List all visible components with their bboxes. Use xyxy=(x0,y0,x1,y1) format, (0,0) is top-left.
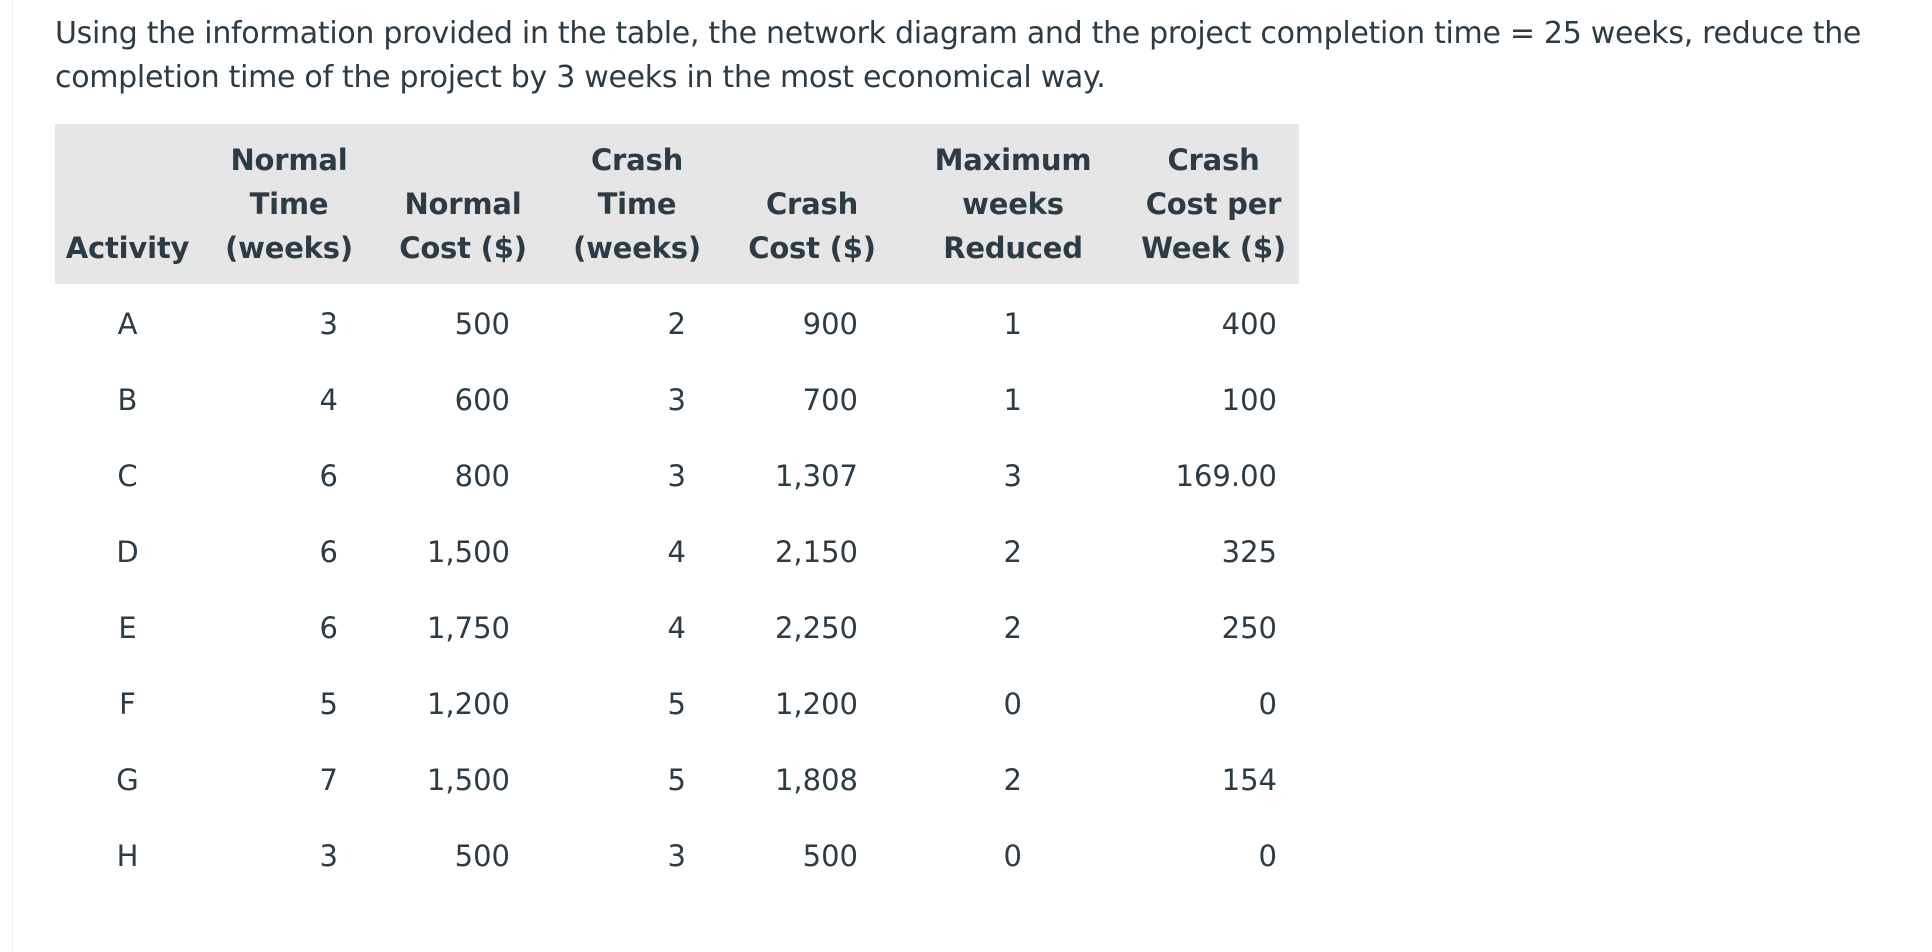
header-max-weeks-reduced-line-2: weeks xyxy=(962,187,1064,221)
header-max-weeks-reduced-line-1: Maximum xyxy=(934,143,1092,177)
header-normal-cost: Normal Cost ($) xyxy=(378,124,548,284)
header-crash-time: Crash Time (weeks) xyxy=(548,124,726,284)
cell-max-weeks-reduced: 3 xyxy=(1003,459,1022,493)
cell-normal-time: 5 xyxy=(319,687,338,721)
table-row: E 6 1,750 4 2,250 2 250 xyxy=(55,590,1299,666)
cell-normal-cost: 500 xyxy=(454,307,510,341)
cell-normal-cost: 1,500 xyxy=(426,763,510,797)
table-row: F 5 1,200 5 1,200 0 0 xyxy=(55,666,1299,742)
crash-cost-table: Activity Normal Time (weeks) Normal Cost… xyxy=(55,124,1299,894)
cell-normal-time: 6 xyxy=(319,611,338,645)
cell-crash-cost-per-week: 0 xyxy=(1258,839,1277,873)
cell-normal-cost: 1,750 xyxy=(426,611,510,645)
cell-normal-cost: 800 xyxy=(454,459,510,493)
cell-crash-cost-per-week: 325 xyxy=(1221,535,1277,569)
cell-crash-cost: 1,200 xyxy=(774,687,858,721)
header-normal-time-line-1: Normal xyxy=(230,143,348,177)
cell-max-weeks-reduced: 1 xyxy=(1003,307,1022,341)
header-normal-cost-line-1: Normal xyxy=(404,187,522,221)
header-max-weeks-reduced-line-3: Reduced xyxy=(943,231,1083,265)
header-row: Activity Normal Time (weeks) Normal Cost… xyxy=(55,124,1299,284)
header-crash-time-line-3: (weeks) xyxy=(573,231,701,265)
cell-crash-time: 4 xyxy=(667,611,686,645)
table-row: C 6 800 3 1,307 3 169.00 xyxy=(55,438,1299,514)
header-crash-cost-per-week-line-3: Week ($) xyxy=(1141,231,1286,265)
cell-crash-time: 3 xyxy=(667,839,686,873)
header-normal-time-line-2: Time xyxy=(249,187,329,221)
cell-activity: C xyxy=(117,459,138,493)
cell-crash-cost-per-week: 100 xyxy=(1221,383,1277,417)
cell-normal-time: 3 xyxy=(319,839,338,873)
cell-crash-cost: 1,307 xyxy=(774,459,858,493)
header-crash-cost-per-week-line-2: Cost per xyxy=(1145,187,1282,221)
cell-crash-cost: 700 xyxy=(802,383,858,417)
cell-normal-time: 6 xyxy=(319,459,338,493)
header-normal-time-line-3: (weeks) xyxy=(225,231,353,265)
table-row: H 3 500 3 500 0 0 xyxy=(55,818,1299,894)
cell-activity: E xyxy=(118,611,137,645)
cell-normal-cost: 1,200 xyxy=(426,687,510,721)
header-crash-time-line-1: Crash xyxy=(590,143,684,177)
header-crash-time-line-2: Time xyxy=(597,187,677,221)
cell-activity: H xyxy=(116,839,139,873)
cell-crash-cost: 2,150 xyxy=(774,535,858,569)
cell-crash-cost-per-week: 400 xyxy=(1221,307,1277,341)
cell-activity: D xyxy=(116,535,139,569)
question-sheet: Using the information provided in the ta… xyxy=(13,0,1932,952)
table-row: D 6 1,500 4 2,150 2 325 xyxy=(55,514,1299,590)
cell-activity: A xyxy=(117,307,138,341)
cell-crash-time: 5 xyxy=(667,763,686,797)
cell-max-weeks-reduced: 2 xyxy=(1003,535,1022,569)
table-row: G 7 1,500 5 1,808 2 154 xyxy=(55,742,1299,818)
table-header: Activity Normal Time (weeks) Normal Cost… xyxy=(55,124,1299,284)
cell-crash-time: 4 xyxy=(667,535,686,569)
header-crash-cost-line-1: Crash xyxy=(765,187,859,221)
header-max-weeks-reduced: Maximum weeks Reduced xyxy=(898,124,1128,284)
cell-crash-cost-per-week: 169.00 xyxy=(1175,459,1277,493)
cell-crash-time: 3 xyxy=(667,459,686,493)
cell-normal-time: 4 xyxy=(319,383,338,417)
header-normal-cost-line-2: Cost ($) xyxy=(399,231,527,265)
cell-crash-time: 2 xyxy=(667,307,686,341)
cell-normal-time: 7 xyxy=(319,763,338,797)
header-activity: Activity xyxy=(55,124,200,284)
cell-max-weeks-reduced: 2 xyxy=(1003,611,1022,645)
table-row: A 3 500 2 900 1 400 xyxy=(55,284,1299,362)
cell-max-weeks-reduced: 1 xyxy=(1003,383,1022,417)
table-row: B 4 600 3 700 1 100 xyxy=(55,362,1299,438)
cell-activity: B xyxy=(117,383,138,417)
cell-max-weeks-reduced: 0 xyxy=(1003,687,1022,721)
cell-activity: F xyxy=(119,687,136,721)
cell-crash-cost-per-week: 250 xyxy=(1221,611,1277,645)
header-crash-cost-per-week-line-1: Crash xyxy=(1167,143,1260,177)
header-crash-cost-line-2: Cost ($) xyxy=(748,231,876,265)
cell-normal-cost: 1,500 xyxy=(426,535,510,569)
cell-crash-cost: 1,808 xyxy=(774,763,858,797)
cell-crash-cost-per-week: 0 xyxy=(1258,687,1277,721)
cell-normal-cost: 600 xyxy=(454,383,510,417)
question-text: Using the information provided in the ta… xyxy=(55,16,1862,95)
cell-crash-time: 3 xyxy=(667,383,686,417)
cell-max-weeks-reduced: 2 xyxy=(1003,763,1022,797)
cell-crash-cost: 900 xyxy=(802,307,858,341)
cell-crash-cost-per-week: 154 xyxy=(1221,763,1277,797)
header-activity-line-1: Activity xyxy=(65,231,190,265)
cell-normal-time: 6 xyxy=(319,535,338,569)
cell-crash-time: 5 xyxy=(667,687,686,721)
cell-max-weeks-reduced: 0 xyxy=(1003,839,1022,873)
header-crash-cost: Crash Cost ($) xyxy=(726,124,898,284)
header-normal-time: Normal Time (weeks) xyxy=(200,124,378,284)
table-body: A 3 500 2 900 1 400 B 4 600 3 700 1 100 … xyxy=(55,284,1299,894)
cell-normal-cost: 500 xyxy=(454,839,510,873)
cell-activity: G xyxy=(116,763,139,797)
cell-normal-time: 3 xyxy=(319,307,338,341)
cell-crash-cost: 2,250 xyxy=(774,611,858,645)
header-crash-cost-per-week: Crash Cost per Week ($) xyxy=(1128,124,1299,284)
cell-crash-cost: 500 xyxy=(802,839,858,873)
